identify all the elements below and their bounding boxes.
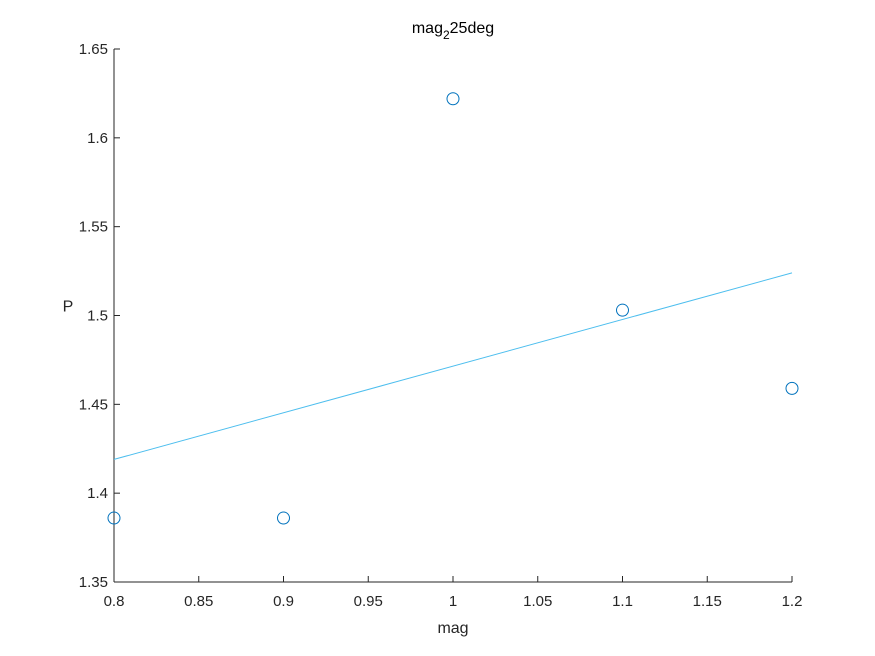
chart-title-text: mag225deg [412, 20, 494, 42]
x-tick-label: 0.8 [104, 593, 125, 610]
x-tick-label: 1.05 [523, 593, 552, 610]
plot-series [107, 92, 799, 525]
x-tick-label: 0.95 [354, 593, 383, 610]
x-tick-label: 0.9 [273, 593, 294, 610]
y-tick-label: 1.6 [87, 130, 108, 147]
y-tick-label: 1.45 [79, 396, 108, 413]
chart-title-suffix: 25deg [450, 20, 495, 37]
y-tick-label: 1.5 [87, 308, 108, 325]
fit-line [113, 272, 793, 460]
y-tick-label: 1.65 [79, 41, 108, 58]
data-point [446, 92, 460, 106]
x-tick-label: 0.85 [184, 593, 213, 610]
x-axis-label: mag [437, 620, 468, 637]
x-tick-label: 1 [449, 593, 457, 610]
data-point [616, 303, 629, 317]
data-point [277, 511, 290, 525]
chart-title-subscript: 2 [443, 28, 450, 42]
data-point [785, 381, 799, 395]
x-tick-label: 1.15 [693, 593, 722, 610]
data-point [107, 511, 121, 525]
x-tick-label: 1.2 [782, 593, 803, 610]
axes [113, 49, 792, 583]
y-tick-label: 1.55 [79, 219, 108, 236]
y-axis-label: P [63, 299, 74, 316]
x-tick-label: 1.1 [612, 593, 633, 610]
ticks: 0.8 0.85 0.9 0.95 1 1.05 1.1 1.15 1.2 1.35 1.4 1.45… [79, 41, 803, 610]
y-tick-label: 1.4 [87, 485, 108, 502]
chart-title: mag225deg [412, 20, 494, 42]
chart-title-main: mag [412, 20, 443, 37]
y-tick-label: 1.35 [79, 574, 108, 591]
